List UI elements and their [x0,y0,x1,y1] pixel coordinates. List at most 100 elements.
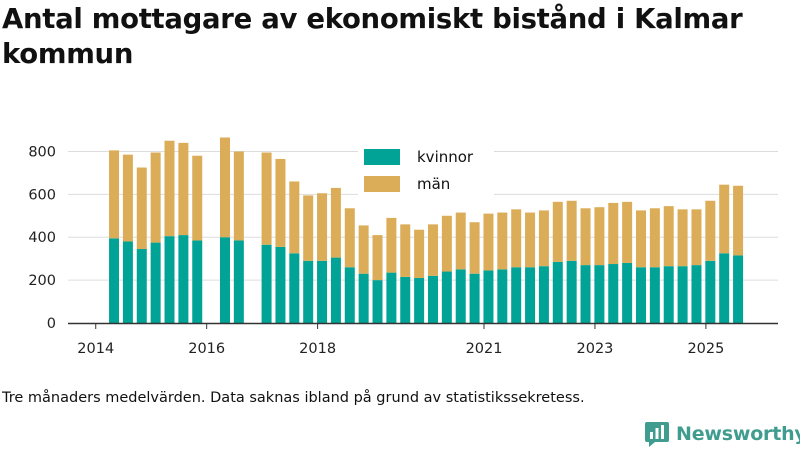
bar-kvinnor-6 [192,240,203,323]
bar-man-19 [400,224,411,277]
bar-kvinnor-36 [635,267,646,323]
bar-kvinnor-30 [552,261,563,323]
bar-kvinnor-11 [289,253,300,323]
bar-kvinnor-33 [594,265,605,323]
x-tick-label-2021: 2021 [466,341,503,357]
chart-svg: 0 200 400 600 800 2014 2016 2018 2021 2023 2025 kv… [28,137,778,357]
bar-kvinnor-22 [441,271,452,323]
bar-kvinnor-0 [109,238,120,323]
chart-title: Antal mottagare av ekonomiskt bistånd i … [2,3,743,70]
bar-kvinnor-9 [261,244,272,323]
bar-man-32 [580,208,591,266]
x-tick-label-2025: 2025 [687,341,724,357]
bar-man-12 [303,195,314,261]
bar-man-9 [261,152,272,245]
x-tick-label-2018: 2018 [299,341,336,357]
y-tick-label-600: 600 [28,187,56,203]
legend: kvinnor män [358,145,494,197]
bar-man-39 [677,209,688,267]
bar-man-4 [164,140,175,237]
bar-kvinnor-23 [455,269,466,323]
bars [109,137,744,323]
bar-kvinnor-27 [511,267,522,323]
bar-man-3 [150,152,161,243]
bar-man-30 [552,201,563,262]
bar-man-21 [427,224,438,276]
bar-man-7 [219,137,230,238]
bar-kvinnor-24 [469,273,480,323]
newsworthy-logo[interactable]: Newsworthy [644,420,800,448]
bar-man-6 [192,155,203,241]
bar-kvinnor-20 [414,277,425,323]
bar-man-10 [275,158,286,247]
bar-kvinnor-10 [275,246,286,323]
legend-swatch-män [364,176,400,192]
bar-kvinnor-39 [677,266,688,323]
bar-kvinnor-21 [427,275,438,323]
bar-man-26 [497,212,508,270]
legend-label-kvinnor: kvinnor [417,148,474,166]
bar-kvinnor-19 [400,276,411,323]
bar-kvinnor-37 [649,267,660,323]
bar-man-37 [649,208,660,268]
bar-kvinnor-29 [538,266,549,323]
y-tick-label-0: 0 [47,316,56,332]
x-tick-label-2014: 2014 [77,341,114,357]
legend-swatch-kvinnor [364,149,400,165]
bar-kvinnor-12 [303,260,314,323]
bar-man-31 [566,200,577,261]
bar-kvinnor-42 [719,253,730,323]
bar-kvinnor-3 [150,242,161,323]
bar-man-33 [594,207,605,266]
bar-man-28 [525,212,536,268]
bar-kvinnor-41 [705,260,716,323]
bar-kvinnor-38 [663,266,674,323]
bar-kvinnor-14 [330,257,341,323]
bar-man-20 [414,229,425,278]
y-tick-label-200: 200 [28,273,56,289]
bar-man-14 [330,187,341,258]
bar-man-35 [622,201,633,263]
bar-kvinnor-4 [164,236,175,323]
bar-man-18 [386,217,397,273]
bar-kvinnor-17 [372,280,383,323]
bar-kvinnor-35 [622,262,633,323]
bar-kvinnor-16 [358,273,369,323]
bar-kvinnor-28 [525,267,536,323]
bar-man-36 [635,210,646,268]
bar-kvinnor-26 [497,269,508,323]
x-tick-label-2016: 2016 [188,341,225,357]
newsworthy-logo-icon [645,422,669,447]
bar-man-42 [719,184,730,254]
y-tick-label-400: 400 [28,230,56,246]
bar-kvinnor-15 [344,267,355,323]
bar-man-25 [483,213,494,271]
bar-man-29 [538,210,549,267]
bar-kvinnor-43 [733,255,744,323]
bar-man-38 [663,206,674,267]
bar-man-2 [136,167,147,250]
bar-kvinnor-25 [483,270,494,323]
bar-man-8 [233,151,244,241]
bar-man-27 [511,209,522,268]
bar-man-41 [705,200,716,261]
bar-man-11 [289,181,300,254]
bar-kvinnor-1 [122,241,133,323]
bar-man-24 [469,222,480,274]
bar-man-17 [372,235,383,281]
bar-kvinnor-7 [219,237,230,323]
bar-kvinnor-18 [386,272,397,323]
bar-man-15 [344,208,355,268]
bar-man-16 [358,225,369,274]
bar-kvinnor-5 [178,235,189,323]
logo-text: Newsworthy [676,423,800,445]
x-tick-label-2023: 2023 [577,341,614,357]
bar-man-13 [317,193,328,261]
bar-man-23 [455,212,466,270]
bar-kvinnor-31 [566,260,577,323]
bar-man-40 [691,209,702,266]
axes: 0 200 400 600 800 2014 2016 2018 2021 2023 2025 [28,144,778,357]
legend-label-män: män [417,175,450,193]
bar-man-43 [733,185,744,256]
bar-man-34 [608,202,619,265]
